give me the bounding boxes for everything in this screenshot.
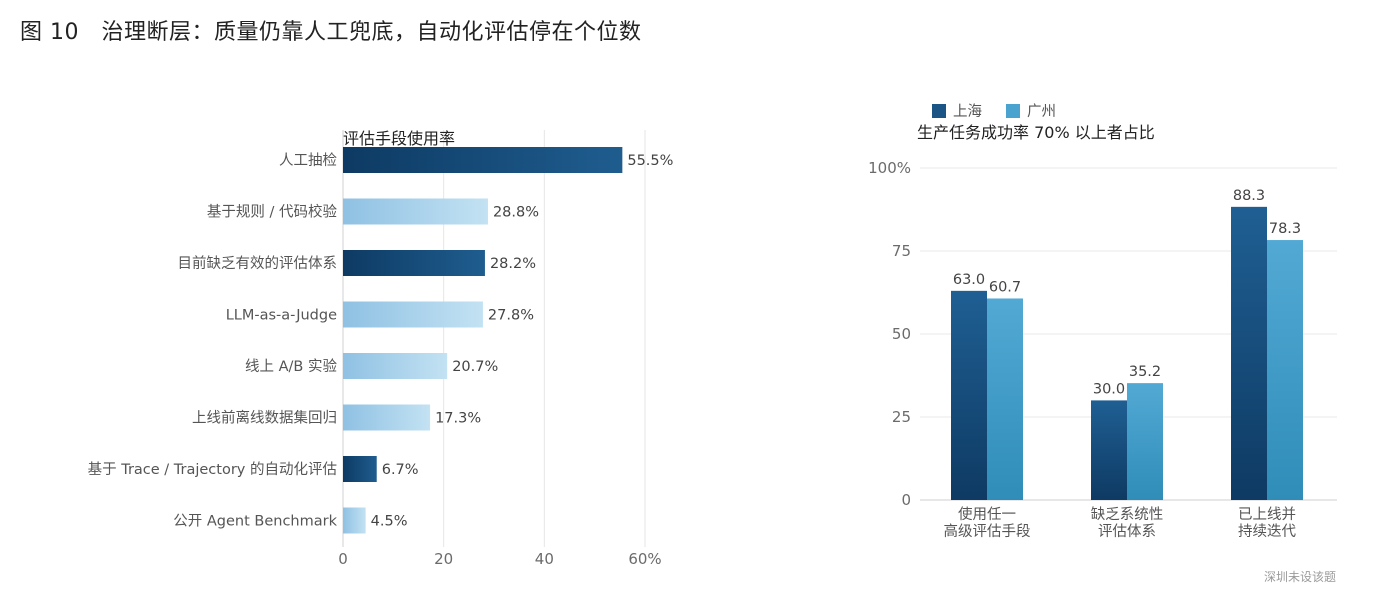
- y-tick-label: 100%: [868, 159, 911, 177]
- data-label: 78.3: [1269, 221, 1301, 237]
- category-label: 评估体系: [1098, 523, 1156, 540]
- category-label: 基于规则 / 代码校验: [207, 204, 338, 221]
- y-tick-label: 0: [901, 491, 911, 509]
- bar: [343, 301, 483, 328]
- bar: [1091, 400, 1127, 500]
- x-tick-label: 0: [338, 550, 348, 568]
- data-label: 60.7: [989, 279, 1021, 295]
- legend-swatch: [1006, 104, 1020, 118]
- bar: [343, 250, 485, 276]
- category-label: 高级评估手段: [944, 523, 1031, 540]
- category-label: 人工抽检: [279, 152, 337, 169]
- bar: [343, 353, 448, 379]
- x-tick-label: 20: [434, 550, 453, 568]
- data-label: 28.2%: [490, 256, 536, 272]
- category-label: 目前缺乏有效的评估体系: [178, 255, 338, 272]
- bar: [987, 298, 1023, 500]
- bar: [343, 147, 623, 173]
- y-tick-label: 75: [892, 242, 911, 260]
- data-label: 55.5%: [627, 153, 673, 169]
- bar: [343, 404, 431, 431]
- data-label: 4.5%: [371, 514, 408, 530]
- data-label: 30.0: [1093, 381, 1125, 397]
- bar: [1231, 206, 1267, 500]
- bar: [1267, 240, 1303, 500]
- source-note: 深圳未设该题: [1263, 570, 1336, 584]
- figure-title: 图 10 治理断层：质量仍靠人工兜底，自动化评估停在个位数: [20, 20, 642, 45]
- category-label: LLM-as-a-Judge: [226, 308, 337, 324]
- category-label: 线上 A/B 实验: [245, 358, 337, 375]
- bar: [343, 198, 488, 225]
- category-label: 已上线并: [1238, 506, 1296, 523]
- bar: [951, 290, 987, 500]
- data-label: 63.0: [953, 272, 985, 288]
- data-label: 20.7%: [452, 359, 498, 375]
- data-label: 28.8%: [493, 205, 539, 221]
- data-label: 17.3%: [435, 411, 481, 427]
- y-tick-label: 25: [892, 408, 911, 426]
- category-label: 基于 Trace / Trajectory 的自动化评估: [88, 461, 337, 478]
- chart-title: 评估手段使用率: [343, 129, 455, 148]
- category-label: 公开 Agent Benchmark: [173, 514, 337, 530]
- category-label: 持续迭代: [1238, 523, 1296, 540]
- bar: [1127, 383, 1163, 500]
- legend-label: 上海: [953, 103, 982, 120]
- data-label: 6.7%: [382, 462, 419, 478]
- category-label: 使用任一: [958, 506, 1016, 523]
- legend-label: 广州: [1027, 103, 1056, 120]
- bar: [343, 507, 366, 534]
- data-label: 27.8%: [488, 308, 534, 324]
- x-tick-label: 60%: [628, 550, 661, 568]
- x-tick-label: 40: [535, 550, 554, 568]
- data-label: 35.2: [1129, 364, 1161, 380]
- category-label: 上线前离线数据集回归: [192, 410, 337, 427]
- data-label: 88.3: [1233, 188, 1265, 204]
- y-tick-label: 50: [892, 325, 911, 343]
- legend-swatch: [932, 104, 946, 118]
- category-label: 缺乏系统性: [1091, 506, 1164, 523]
- bar: [343, 456, 377, 482]
- chart-title: 生产任务成功率 70% 以上者占比: [917, 123, 1155, 142]
